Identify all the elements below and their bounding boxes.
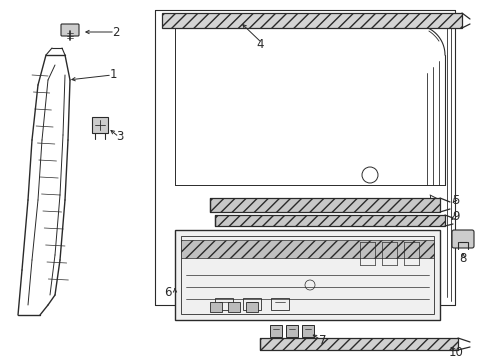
Text: 10: 10 [448,346,464,359]
Polygon shape [302,325,314,337]
FancyBboxPatch shape [61,24,79,36]
Text: 2: 2 [112,26,120,39]
Text: 5: 5 [452,194,460,207]
Text: 7: 7 [319,333,327,346]
Bar [260,338,458,350]
Text: 3: 3 [116,130,123,144]
Polygon shape [270,325,282,337]
Text: 4: 4 [256,39,264,51]
Polygon shape [228,302,240,312]
Polygon shape [246,302,258,312]
Bar [215,215,445,226]
Polygon shape [286,325,298,337]
Polygon shape [175,230,440,320]
Text: 8: 8 [459,252,466,265]
Polygon shape [210,302,222,312]
FancyBboxPatch shape [452,230,474,248]
Bar [181,240,434,258]
Polygon shape [92,117,108,133]
Text: 1: 1 [109,68,117,81]
Bar [162,13,462,28]
Bar [210,198,440,212]
Text: 9: 9 [452,211,460,224]
Text: 6: 6 [164,285,172,298]
